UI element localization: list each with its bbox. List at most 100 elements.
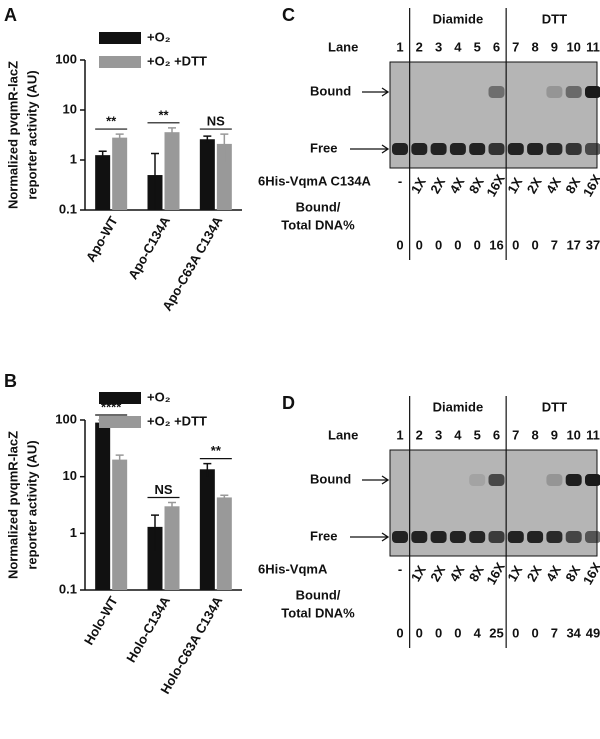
dose-label: 4X — [543, 563, 564, 585]
band-arrow — [362, 475, 390, 485]
panel-label: C — [282, 5, 295, 25]
band-arrow — [362, 87, 390, 97]
band-label: Free — [310, 140, 337, 155]
dose-label: 2X — [524, 175, 545, 197]
x-tick-label: Holo-WT — [81, 594, 121, 648]
legend-label: +O₂ +DTT — [147, 413, 207, 428]
dose-label: 1X — [504, 563, 525, 585]
bar — [216, 497, 232, 590]
dose-label: 16X — [580, 171, 600, 199]
protein-label: 6His-VqmA — [258, 561, 328, 576]
lane-number: 5 — [474, 427, 481, 442]
bound-band — [488, 474, 505, 486]
dose-label: 8X — [466, 563, 487, 585]
lane-number: 6 — [493, 427, 500, 442]
bound-percent: 4 — [474, 625, 482, 640]
panel-label: A — [4, 5, 17, 25]
no-protein: - — [398, 561, 402, 576]
dose-label: 4X — [543, 175, 564, 197]
bound-band — [546, 86, 563, 98]
y-tick-label: 0.1 — [59, 581, 77, 596]
lane-number: 3 — [435, 39, 442, 54]
dose-label: 4X — [447, 175, 468, 197]
free-band — [449, 531, 466, 543]
lane-number: 9 — [551, 427, 558, 442]
legend-swatch — [99, 416, 141, 428]
bound-percent: 0 — [454, 625, 461, 640]
bound-band — [585, 86, 600, 98]
group-label: DTT — [542, 399, 567, 414]
bound-band — [565, 474, 582, 486]
bar — [164, 132, 180, 210]
bound-band — [565, 86, 582, 98]
free-band — [430, 143, 447, 155]
bound-percent: 7 — [551, 237, 558, 252]
lane-number: 4 — [454, 427, 462, 442]
bar — [216, 143, 232, 210]
dose-label: 2X — [427, 563, 448, 585]
error-bar — [220, 133, 229, 163]
error-bar — [115, 454, 124, 466]
free-band — [488, 531, 505, 543]
band-arrow — [350, 144, 390, 154]
error-bar — [151, 152, 159, 210]
lane-number: 10 — [566, 427, 580, 442]
bound-percent: 0 — [416, 237, 423, 252]
lane-number: 4 — [454, 39, 462, 54]
dose-label: 1X — [504, 175, 525, 197]
group-label: DTT — [542, 11, 567, 26]
free-band — [469, 143, 486, 155]
lane-number: 2 — [416, 39, 423, 54]
lane-number: 8 — [531, 39, 538, 54]
y-tick-label: 10 — [63, 468, 77, 483]
free-band — [411, 143, 428, 155]
y-axis-label: reporter activity (AU) — [24, 440, 39, 569]
legend-label: +O₂ — [147, 29, 171, 44]
legend-swatch — [99, 56, 141, 68]
bound-percent: 0 — [435, 625, 442, 640]
error-bar — [203, 135, 212, 143]
free-band — [527, 143, 544, 155]
protein-label: 6His-VqmA C134A — [258, 173, 372, 188]
bound-band — [488, 86, 505, 98]
dose-label: 1X — [408, 563, 429, 585]
y-tick-label: 0.1 — [59, 201, 77, 216]
free-band — [392, 531, 408, 543]
lane-number: 8 — [531, 427, 538, 442]
dose-label: 1X — [408, 175, 429, 197]
bound-percent: 25 — [489, 625, 503, 640]
dose-label: 16X — [483, 559, 508, 587]
legend-swatch — [99, 392, 141, 404]
ratio-label: Bound/ — [296, 587, 341, 602]
free-band — [392, 143, 408, 155]
lane-number: 9 — [551, 39, 558, 54]
dose-label: 16X — [580, 559, 600, 587]
bar — [199, 469, 215, 590]
significance-label: ** — [211, 443, 222, 458]
bound-percent: 49 — [586, 625, 600, 640]
bar — [112, 459, 128, 590]
dose-label: 2X — [427, 175, 448, 197]
x-tick-label: Apo-C134A — [125, 213, 173, 282]
lane-number: 3 — [435, 427, 442, 442]
bound-percent: 0 — [435, 237, 442, 252]
bound-percent: 7 — [551, 625, 558, 640]
band-label: Free — [310, 528, 337, 543]
x-tick-label: Apo-C63A C134A — [159, 213, 226, 313]
band-label: Bound — [310, 83, 351, 98]
significance-label: NS — [154, 482, 172, 497]
free-band — [585, 531, 600, 543]
error-bar — [98, 150, 107, 160]
lane-number: 11 — [586, 427, 600, 442]
bound-percent: 0 — [396, 625, 403, 640]
lane-number: 5 — [474, 39, 481, 54]
group-label: Diamide — [433, 399, 484, 414]
bar — [164, 506, 180, 590]
lane-title: Lane — [328, 39, 358, 54]
free-band — [546, 531, 563, 543]
bound-band — [469, 474, 486, 486]
lane-number: 10 — [566, 39, 580, 54]
significance-label: ** — [158, 107, 169, 122]
lane-number: 6 — [493, 39, 500, 54]
y-axis-label: reporter activity (AU) — [24, 70, 39, 199]
